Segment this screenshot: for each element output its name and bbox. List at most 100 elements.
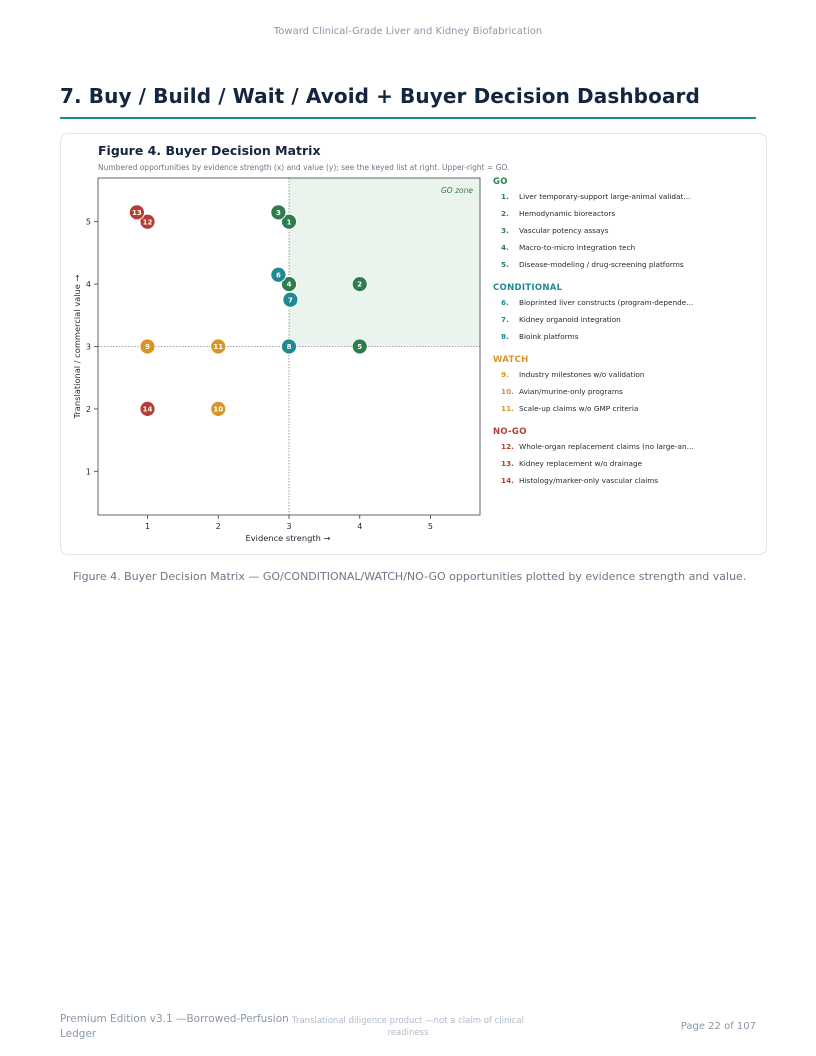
data-point-marker	[270, 204, 287, 221]
legend-heading: WATCH	[493, 355, 529, 365]
legend-item-number: 7.	[501, 315, 509, 324]
data-point-1: 1	[280, 213, 298, 230]
legend-item: 2. Hemodynamic bioreactors	[493, 205, 713, 222]
legend-item-number: 9.	[501, 370, 509, 379]
y-tick-label: 5	[86, 218, 91, 227]
legend-item-label: Liver temporary-support large-animal val…	[519, 192, 691, 201]
data-point-marker	[351, 338, 368, 355]
y-tick-label: 2	[86, 405, 91, 414]
legend-item: 12. Whole-organ replacement claims (no la…	[493, 438, 713, 455]
section-title: 7. Buy / Build / Wait / Avoid + Buyer De…	[60, 84, 700, 108]
legend-item: 13. Kidney replacement w/o drainage	[493, 455, 713, 472]
data-point-marker	[139, 338, 156, 355]
go-zone-label: GO zone	[441, 186, 473, 195]
legend-item-label: Kidney replacement w/o drainage	[519, 459, 643, 468]
data-point-4: 4	[280, 275, 298, 293]
data-point-marker	[280, 275, 298, 293]
legend-item-number: 10.	[501, 387, 514, 396]
data-point-label: 9	[145, 343, 150, 351]
legend-heading: NO-GO	[493, 427, 527, 437]
data-point-11: 11	[210, 338, 227, 355]
figure-subtitle: Numbered opportunities by evidence stren…	[98, 163, 510, 172]
y-tick-label: 4	[86, 280, 91, 289]
legend-item: 11. Scale-up claims w/o GMP criteria	[493, 400, 713, 417]
legend-item: 3. Vascular potency assays	[493, 222, 713, 239]
data-point-3: 3	[270, 204, 287, 221]
legend-item: 8. Bioink platforms	[493, 328, 713, 345]
legend-group-go: GO 1. Liver temporary-support large-animal…	[493, 176, 713, 273]
legend-item: 14. Histology/marker-only vascular claims	[493, 472, 713, 489]
y-axis-label: Translational / commercial value →	[72, 274, 82, 419]
footer-edition: Premium Edition v3.1 —Borrowed-Perfusion…	[60, 1013, 289, 1040]
running-head: Toward Clinical-Grade Liver and Kidney B…	[273, 26, 543, 37]
go-zone	[289, 178, 480, 347]
data-point-13: 13	[128, 204, 146, 221]
legend-group-watch: WATCH 9. Industry milestones w/o validatio…	[493, 354, 713, 417]
legend-item-number: 3.	[501, 226, 509, 235]
legend-item-label: Scale-up claims w/o GMP criteria	[519, 404, 639, 413]
data-point-6: 6	[270, 266, 287, 283]
data-point-label: 3	[276, 209, 281, 217]
legend-item-label: Bioprinted liver constructs (program-dep…	[519, 298, 694, 307]
x-axis-label: Evidence strength →	[246, 533, 331, 543]
title-rule	[60, 117, 756, 119]
y-tick-label: 3	[86, 343, 91, 352]
figure-title: Figure 4. Buyer Decision Matrix	[98, 143, 321, 158]
data-point-10: 10	[210, 400, 227, 418]
legend-item: 5. Disease-modeling / drug-screening plat…	[493, 256, 713, 273]
footer-page-number: Page 22 of 107	[680, 1021, 756, 1032]
legend-item-label: Disease-modeling / drug-screening platfo…	[519, 260, 684, 269]
legend-item-label: Bioink platforms	[519, 332, 579, 341]
data-point-marker	[128, 204, 146, 221]
data-point-marker	[210, 338, 227, 355]
data-point-label: 8	[287, 343, 292, 351]
data-point-9: 9	[139, 338, 156, 355]
data-point-marker	[280, 338, 298, 355]
legend-item-label: Histology/marker-only vascular claims	[519, 476, 659, 485]
legend-item: 4. Macro-to-micro integration tech	[493, 239, 713, 256]
x-tick-label: 2	[216, 522, 221, 531]
legend-item-number: 6.	[501, 298, 509, 307]
data-point-marker	[210, 400, 227, 418]
legend-item: 7. Kidney organoid integration	[493, 311, 713, 328]
data-point-label: 2	[357, 281, 362, 289]
x-tick-label: 4	[357, 522, 362, 531]
data-point-5: 5	[351, 338, 368, 355]
data-point-2: 2	[351, 275, 368, 293]
data-point-marker	[282, 291, 299, 308]
figure-caption: Figure 4. Buyer Decision Matrix — GO/CON…	[73, 570, 747, 583]
legend-item-number: 5.	[501, 260, 509, 269]
data-point-marker	[351, 275, 368, 293]
legend-item: 6. Bioprinted liver constructs (program-d…	[493, 294, 713, 311]
data-point-8: 8	[280, 338, 298, 355]
legend-item-number: 13.	[501, 459, 514, 468]
legend-item-label: Vascular potency assays	[519, 226, 609, 235]
data-point-marker	[280, 213, 298, 230]
data-point-label: 6	[276, 271, 281, 279]
legend-item: 9. Industry milestones w/o validation	[493, 366, 713, 383]
legend-item-number: 12.	[501, 442, 514, 451]
legend-item-label: Avian/murine-only programs	[519, 387, 623, 396]
data-point-label: 10	[213, 406, 223, 414]
data-point-label: 12	[143, 218, 153, 226]
legend-item-number: 4.	[501, 243, 509, 252]
data-point-marker	[139, 400, 156, 418]
legend-item-number: 2.	[501, 209, 509, 218]
legend-heading: GO	[493, 177, 508, 187]
data-point-7: 7	[282, 291, 299, 308]
data-point-label: 14	[143, 406, 153, 414]
legend-item-label: Hemodynamic bioreactors	[519, 209, 616, 218]
legend-item-label: Industry milestones w/o validation	[519, 370, 645, 379]
data-point-label: 1	[287, 218, 292, 226]
legend-item-label: Macro-to-micro integration tech	[519, 243, 636, 252]
legend-group-conditional: CONDITIONAL 6. Bioprinted liver constructs…	[493, 282, 713, 345]
y-tick-label: 1	[86, 467, 91, 476]
decision-legend: GO 1. Liver temporary-support large-animal…	[493, 176, 713, 489]
legend-item-number: 11.	[501, 404, 514, 413]
data-point-label: 13	[132, 209, 142, 217]
legend-item-number: 14.	[501, 476, 514, 485]
legend-item-number: 1.	[501, 192, 509, 201]
footer-disclaimer: Translational diligence product —not a c…	[292, 1016, 524, 1038]
data-point-marker	[270, 266, 287, 283]
